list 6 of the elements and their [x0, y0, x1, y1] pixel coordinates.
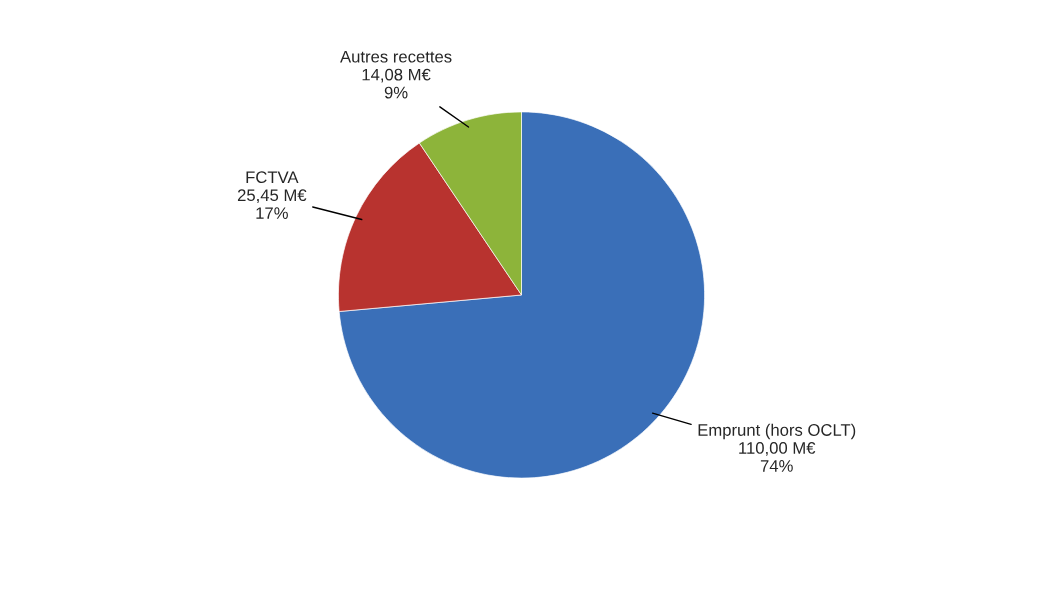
slice-label: Autres recettes: [340, 50, 452, 63]
data-label: 25,45 M€ 17%: [237, 189, 307, 219]
data-label: 14,08 M€ 9%: [362, 68, 431, 99]
slice-label: FCTVA: [246, 171, 299, 184]
slice-label: Emprunt (hors OCLT): [698, 423, 856, 440]
data-label: 110,00 M€ 74%: [739, 442, 816, 472]
